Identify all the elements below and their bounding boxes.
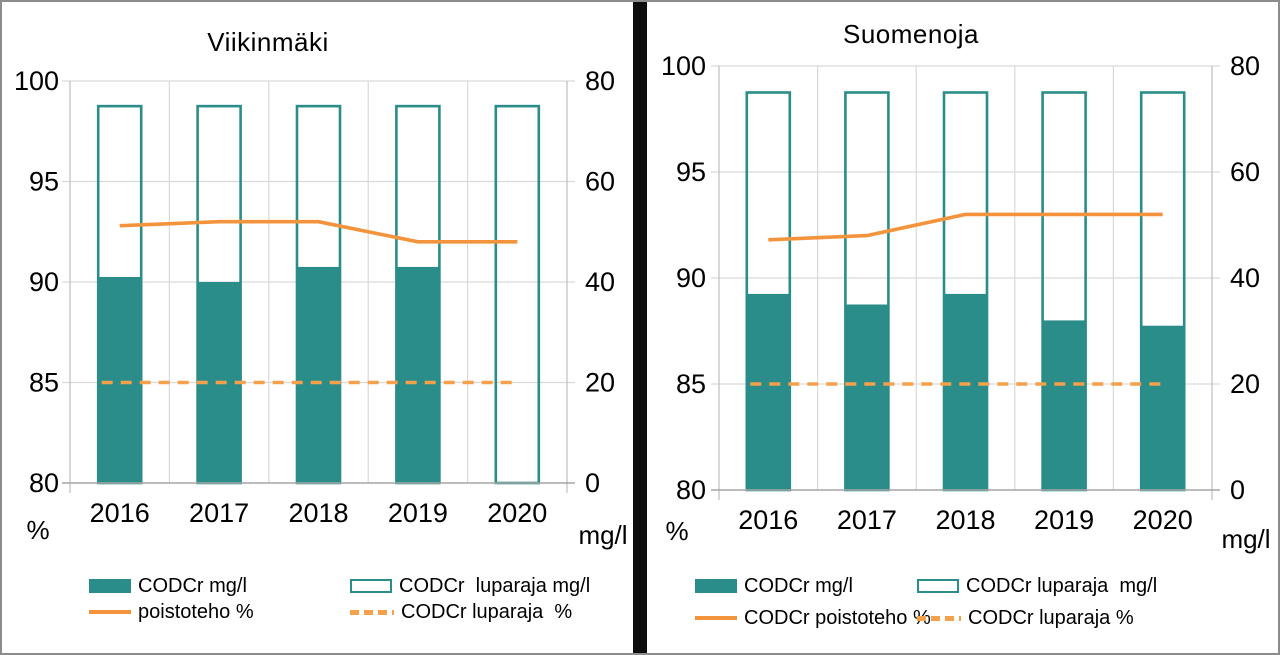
chart-panel-viikinmaki: Viikinmäki 80 85 90 95 100 0 20 40 60 80 2016 2017 2… [2, 2, 633, 653]
poistoteho-line [768, 212, 1163, 242]
category-label: 2020 [487, 498, 547, 528]
category-label: 2016 [738, 505, 798, 535]
left-axis-tick-label: 95 [676, 157, 706, 187]
category-label: 2019 [388, 498, 448, 528]
right-axis-tick-label: 0 [1230, 475, 1245, 505]
left-axis-unit-label: % [665, 516, 689, 546]
left-axis-tick-label: 85 [676, 369, 706, 399]
left-axis-tick-label: 100 [661, 51, 706, 81]
category-label: 2018 [288, 498, 348, 528]
right-axis-tick-label: 80 [585, 66, 615, 96]
codcr-bar [845, 304, 889, 490]
poistoteho-line [119, 219, 518, 244]
right-axis-tick-label: 20 [1230, 369, 1260, 399]
right-axis-unit-label: mg/l [578, 520, 628, 550]
left-axis-unit-label: % [26, 515, 50, 545]
codcr-bar [746, 293, 790, 490]
chart-panel-suomenoja: Suomenoja 80 85 90 95 100 0 20 40 60 80 2016 2017 20… [647, 2, 1278, 653]
right-axis-tick-label: 80 [1230, 51, 1260, 81]
right-axis-tick-label: 40 [1230, 263, 1260, 293]
codcr-bar [1141, 325, 1185, 490]
luparaja-bar [494, 104, 541, 485]
chart-plot-viikinmaki: 80 85 90 95 100 0 20 40 60 80 2016 2017 2018 2019 2020 [14, 66, 615, 528]
chart-title-viikinmaki: Viikinmäki [207, 27, 329, 57]
category-label: 2017 [837, 505, 897, 535]
codcr-bar [1042, 320, 1086, 490]
panel-divider [633, 2, 647, 653]
category-label: 2020 [1133, 505, 1193, 535]
right-axis-tick-label: 60 [1230, 157, 1260, 187]
right-axis-tick-label: 0 [585, 468, 600, 498]
category-label: 2018 [935, 505, 995, 535]
left-axis-tick-label: 80 [676, 475, 706, 505]
right-axis-tick-label: 60 [585, 167, 615, 197]
category-label: 2019 [1034, 505, 1094, 535]
right-axis-unit-label: mg/l [1221, 524, 1271, 554]
codcr-bar [297, 266, 340, 483]
left-axis-tick-label: 80 [29, 468, 59, 498]
left-axis-tick-label: 90 [676, 263, 706, 293]
left-axis-tick-label: 95 [29, 167, 59, 197]
codcr-bar [944, 293, 987, 490]
right-axis-tick-label: 40 [585, 267, 615, 297]
left-axis-tick-label: 85 [29, 368, 59, 398]
category-label: 2016 [90, 498, 150, 528]
codcr-bar [396, 266, 440, 483]
codcr-bar [98, 276, 142, 483]
right-axis-tick-label: 20 [585, 368, 615, 398]
chart-plot-suomenoja: 80 85 90 95 100 0 20 40 60 80 2016 2017 2018 2019 2020 [661, 51, 1260, 535]
left-axis-tick-label: 100 [14, 66, 59, 96]
category-label: 2017 [189, 498, 249, 528]
chart-title-suomenoja: Suomenoja [842, 19, 980, 49]
left-axis-tick-label: 90 [29, 267, 59, 297]
